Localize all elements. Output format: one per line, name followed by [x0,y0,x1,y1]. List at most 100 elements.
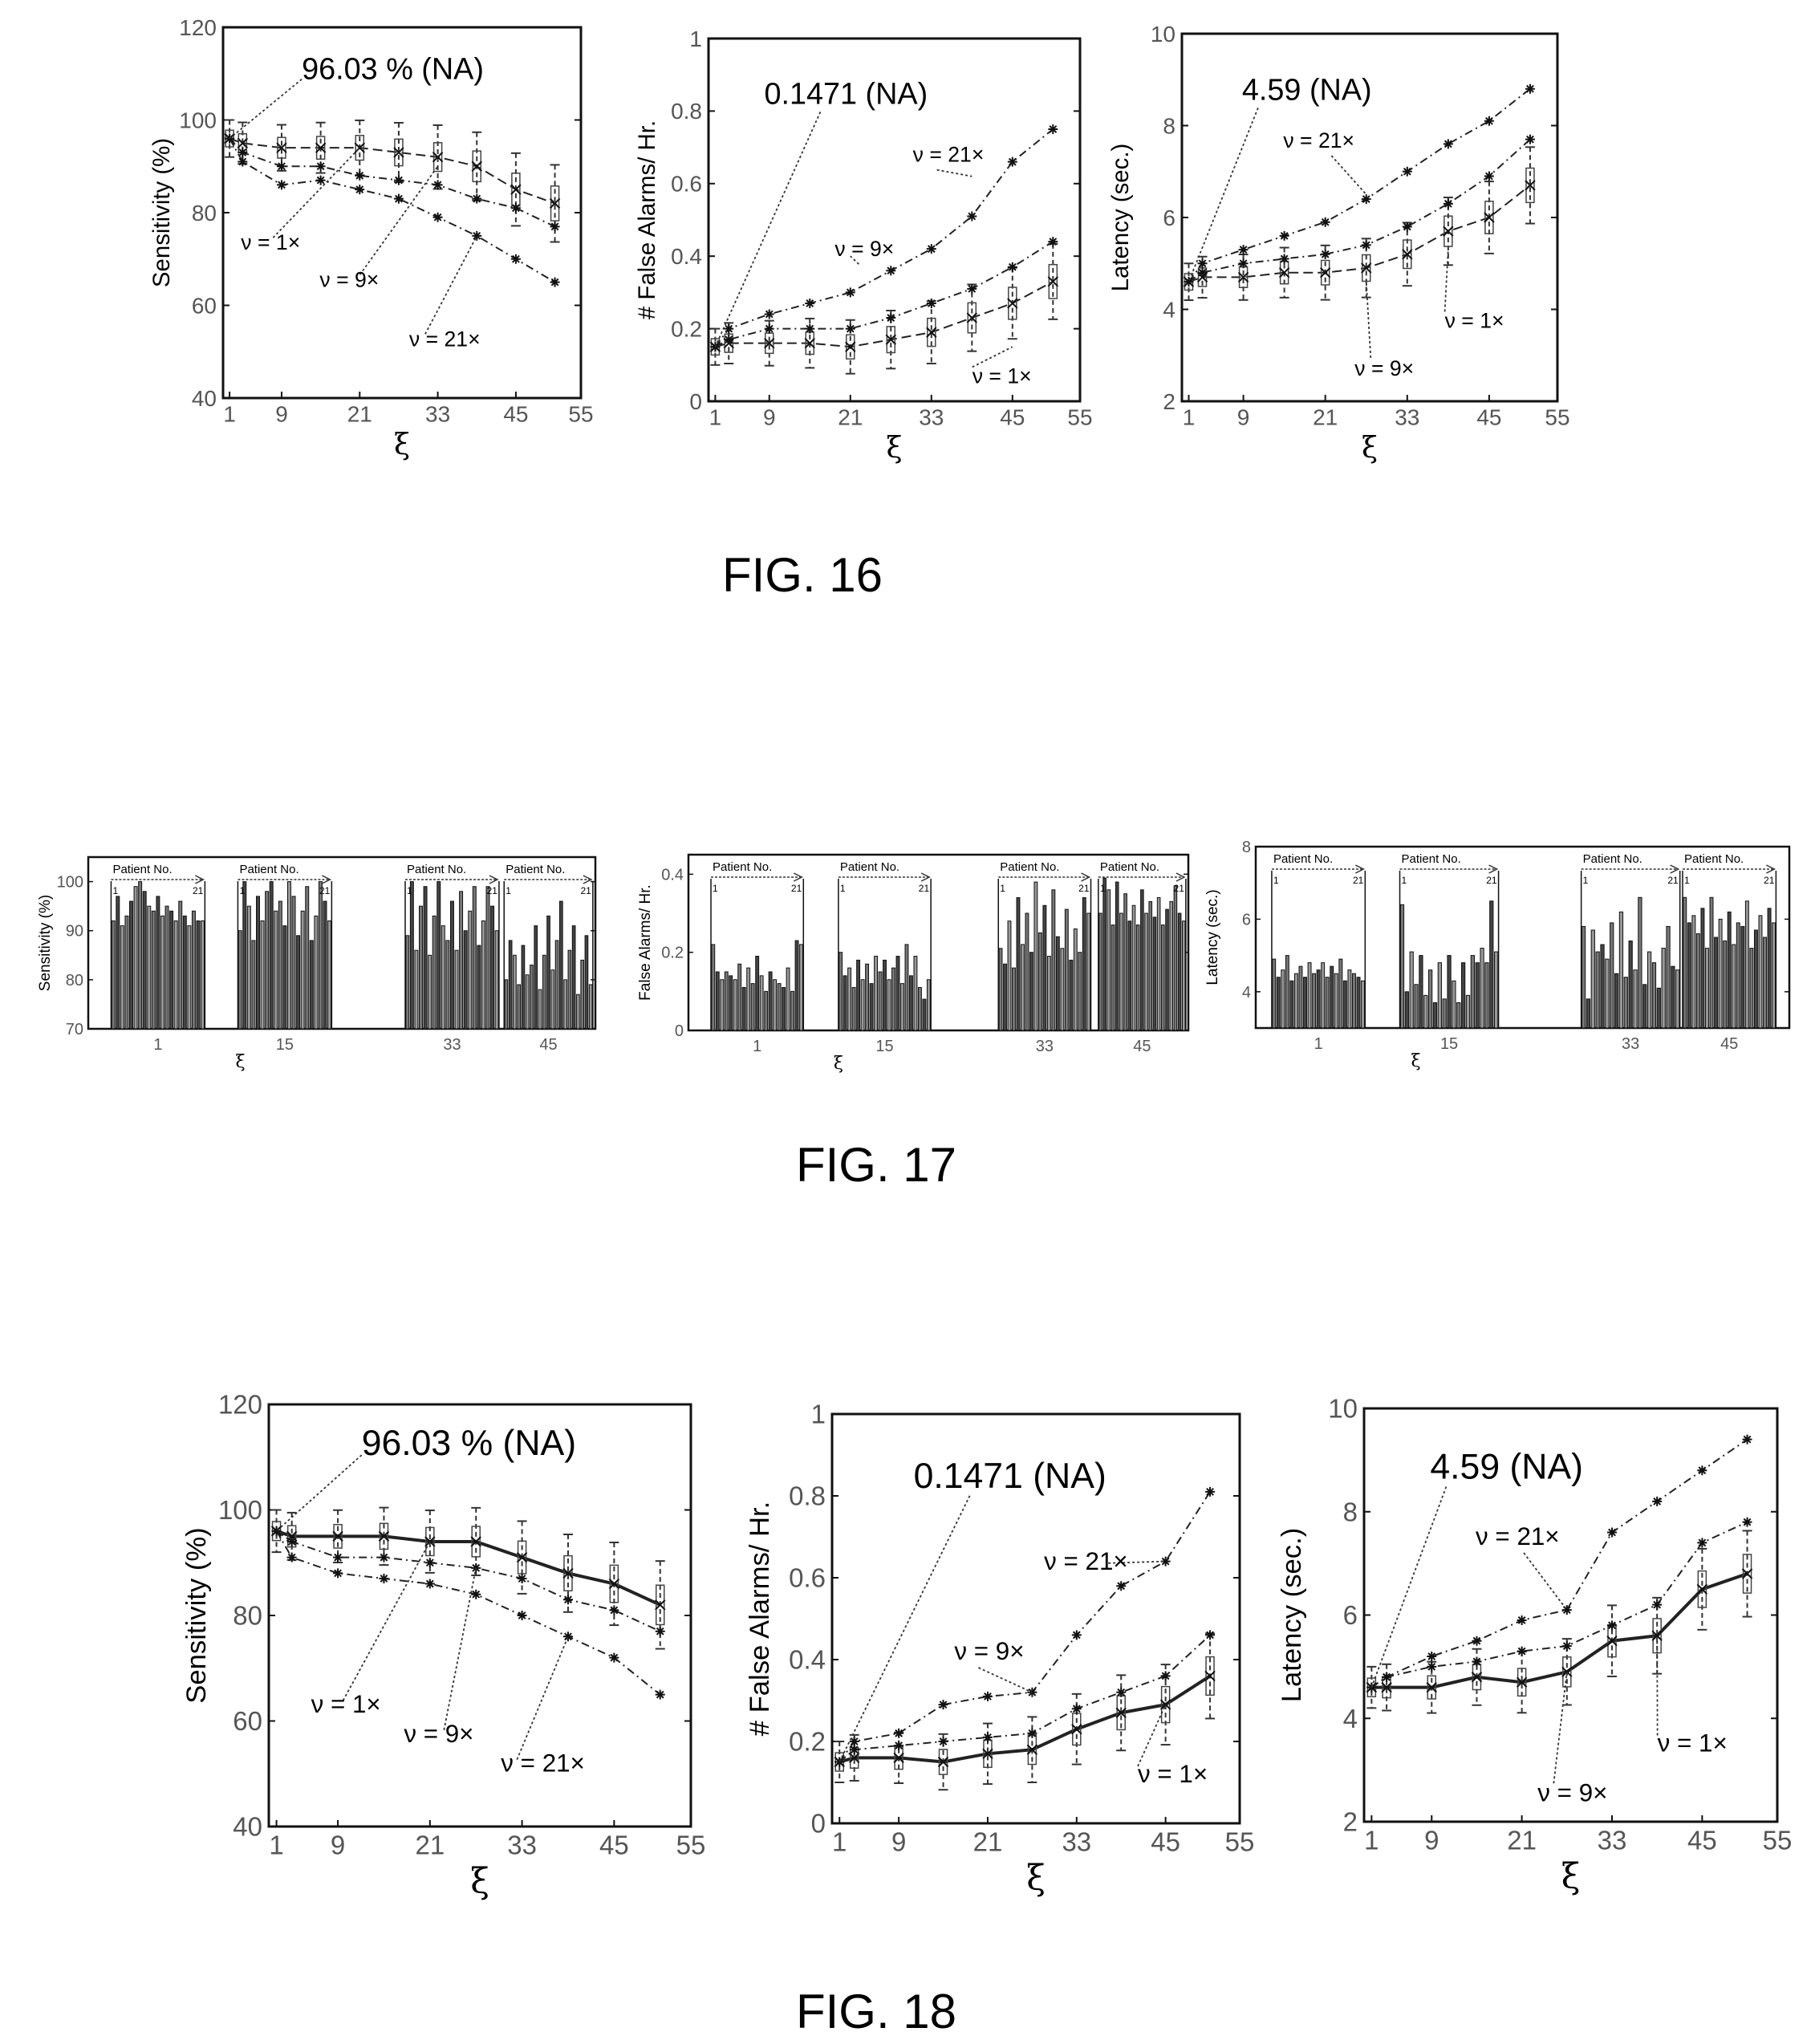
x-tick-label: 15 [875,1038,893,1055]
data-point [805,323,815,334]
data-point [1204,1670,1216,1682]
data-point [1319,266,1331,278]
data-point [710,342,721,352]
bar [777,983,782,1031]
x-tick-label: 1 [753,1038,761,1055]
patient-no-label: Patient No. [1684,852,1744,866]
bar [1042,904,1047,1031]
bar [1709,896,1714,1029]
data-point [393,193,404,204]
annotation-leader [838,1495,971,1762]
box-plot [1403,239,1412,270]
data-point [276,142,287,153]
data-point [1427,1652,1437,1661]
data-point [982,1691,993,1701]
data-point [286,1530,298,1542]
bar [1683,896,1687,1029]
y-tick-label: 10 [1328,1394,1358,1424]
x-tick-label: 55 [1545,404,1569,429]
bar [1334,973,1338,1029]
bar [799,944,803,1031]
bar [1651,962,1657,1029]
x-axis-label: ξ [1411,1051,1420,1071]
y-tick-label: 6 [1163,205,1175,230]
box-plot [655,1584,665,1626]
y-tick-label: 6 [1343,1600,1358,1630]
data-point [286,1552,297,1562]
data-point [276,180,286,190]
x-tick-label: 55 [568,401,593,426]
y-axis-label: False Alarms/ Hr. [637,884,654,1001]
bar [741,986,746,1031]
bar [1610,922,1614,1029]
bar [156,896,160,1030]
data-point [1361,240,1371,250]
bar [794,940,799,1031]
bar [1700,908,1705,1029]
series-line [714,241,1054,348]
bar [1025,912,1029,1031]
bar [169,910,174,1030]
arrow-head [1670,864,1680,874]
annotation-label: ν = 21× [501,1749,585,1778]
box-plot [1048,263,1058,299]
bar [1131,904,1136,1031]
bar [260,920,265,1030]
y-tick-label: 40 [192,386,217,411]
y-tick-label: 4 [1242,984,1251,1002]
x-tick-label: 45 [1151,1827,1180,1857]
data-point [1048,124,1058,134]
series-line [838,1491,1211,1763]
box-plot [333,1523,343,1549]
bar [909,975,913,1031]
patient-no-label: Patient No. [840,860,899,874]
y-tick-label: 0.2 [661,945,684,962]
bar [1347,969,1352,1029]
patient-no-label: Patient No. [1100,860,1159,874]
data-point [1160,1671,1171,1681]
fig18-latency: 2 4 6 8 10 1 9 21 33 45 55 ξ Latency (sec.) 4.59 (NA)… [1277,1394,1793,1897]
bar [1753,929,1758,1029]
bar [1330,965,1334,1029]
x-tick-label: 21 [838,404,863,429]
bar [1285,955,1289,1029]
data-point [1525,180,1536,191]
patient-range-end: 21 [580,885,591,896]
data-point [1027,1728,1037,1738]
data-point [655,1626,665,1636]
data-point [1205,1486,1216,1497]
bar [729,975,733,1031]
bar [878,971,883,1031]
bar [851,986,856,1031]
bar [133,886,138,1030]
bar [187,925,192,1030]
data-point [393,175,404,185]
bar [300,910,305,1030]
data-point [1197,267,1208,278]
bar [1281,969,1285,1029]
data-point [1184,277,1194,287]
fig18-false-alarms: 0 0.2 0.4 0.6 0.8 1 1 9 21 33 45 55 ξ # False Alarms/… [745,1400,1255,1899]
annotation-label: ν = 1× [972,364,1032,388]
x-tick-label: 45 [503,401,528,426]
bar [1321,962,1326,1029]
data-point [315,161,326,172]
y-axis-label: Sensitivity (%) [37,895,54,991]
bar [1029,952,1033,1031]
bar [286,881,291,1030]
bar [1600,944,1605,1029]
y-tick-label: 0 [811,1809,826,1839]
data-point [1484,212,1495,223]
bar [1307,962,1312,1029]
y-axis-label: Latency (sec.) [1277,1528,1307,1703]
data-point [424,1579,435,1589]
data-point [938,1700,948,1710]
data-point [834,1757,845,1767]
box-plot [355,135,365,161]
x-tick-label: 1 [269,1831,283,1860]
annotation-label: 0.1471 (NA) [764,77,928,111]
x-tick-label: 21 [1313,404,1338,429]
data-point [1048,237,1058,247]
bar [926,979,931,1031]
